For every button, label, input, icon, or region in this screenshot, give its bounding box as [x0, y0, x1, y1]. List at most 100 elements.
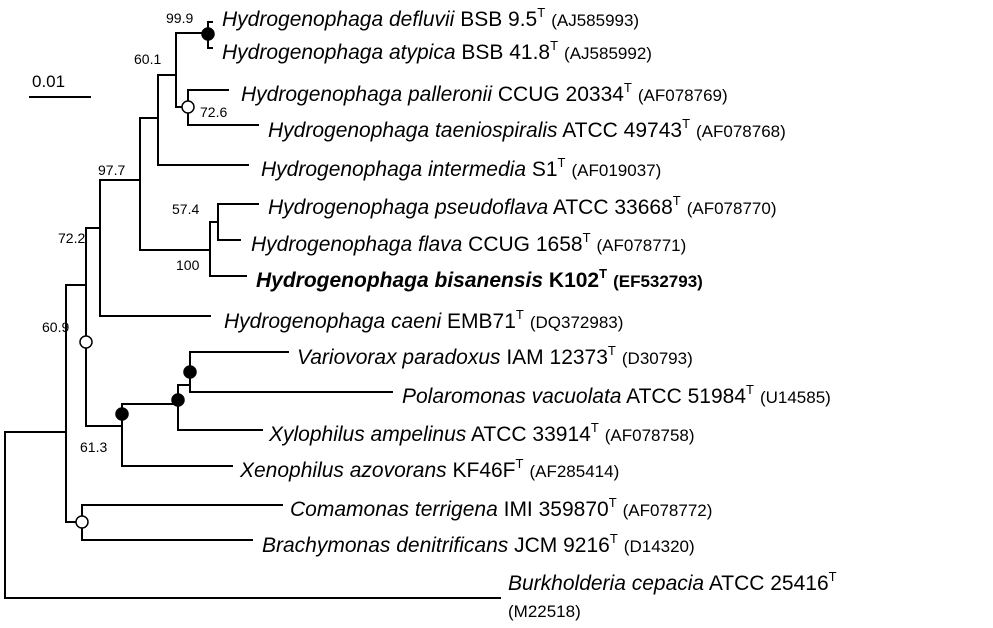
taxon-accession: (AF078770) — [686, 199, 777, 218]
taxon-species: Xenophilus azovorans — [240, 459, 447, 482]
type-strain-mark: T — [537, 5, 546, 20]
bootstrap-value: 60.1 — [134, 51, 162, 67]
taxon-accession: (AJ585992) — [564, 44, 652, 63]
taxon-label-highlighted: Hydrogenophaga bisanensis K102T (EF532793… — [256, 267, 703, 291]
taxon-strain: EMB71 — [447, 310, 516, 333]
node-filled-marker — [201, 27, 215, 41]
type-strain-mark: T — [623, 80, 632, 95]
taxon-species: Xylophilus ampelinus — [269, 423, 467, 446]
taxon-strain: ATCC 33668 — [552, 196, 673, 219]
node-open-marker — [75, 515, 89, 529]
taxon-accession: (AF078769) — [637, 86, 728, 105]
taxon-strain: CCUG 1658 — [468, 233, 583, 256]
taxon-species: Variovorax paradoxus — [297, 346, 501, 369]
type-strain-mark: T — [608, 495, 617, 510]
taxon-label: Xenophilus azovorans KF46FT (AF285414) — [240, 457, 619, 481]
taxon-species: Hydrogenophaga taeniospiralis — [268, 119, 558, 142]
taxon-strain: BSB 41.8 — [461, 41, 551, 64]
taxon-accession: (AF078772) — [622, 501, 713, 520]
taxon-accession: (D14320) — [623, 537, 695, 556]
taxon-species: Hydrogenophaga bisanensis — [256, 269, 544, 292]
node-filled-marker — [115, 407, 129, 421]
type-strain-mark: T — [515, 456, 524, 471]
taxon-accession: (U14585) — [759, 388, 831, 407]
taxon-strain: S1 — [531, 158, 558, 181]
bootstrap-value: 72.2 — [58, 230, 86, 246]
type-strain-mark: T — [590, 420, 599, 435]
bootstrap-value: 99.9 — [166, 10, 194, 26]
taxon-accession: (AF285414) — [529, 462, 620, 481]
taxon-strain: ATCC 25416 — [708, 572, 829, 595]
node-markers — [75, 27, 215, 529]
taxon-species: Hydrogenophaga caeni — [224, 310, 442, 333]
taxon-species: Hydrogenophaga atypica — [222, 41, 456, 64]
taxon-species: Hydrogenophaga flava — [251, 233, 463, 256]
taxon-label: Hydrogenophaga atypica BSB 41.8T (AJ58599… — [222, 39, 652, 63]
taxon-strain: JCM 9216 — [514, 534, 610, 557]
taxon-strain: K102 — [548, 269, 600, 292]
taxon-species: Hydrogenophaga intermedia — [261, 158, 527, 181]
type-strain-mark: T — [550, 38, 559, 53]
taxon-species: Hydrogenophaga defluvii — [222, 8, 455, 31]
type-strain-mark: T — [515, 307, 524, 322]
taxon-strain: IMI 359870 — [503, 498, 609, 521]
node-filled-marker — [171, 393, 185, 407]
taxon-strain: BSB 9.5 — [460, 8, 538, 31]
taxon-label: Hydrogenophaga flava CCUG 1658T (AF078771… — [251, 231, 686, 255]
taxon-accession: (DQ372983) — [529, 313, 624, 332]
taxon-strain: CCUG 20334 — [497, 83, 624, 106]
taxon-species: Polaromonas vacuolata — [402, 385, 622, 408]
taxon-accession: (EF532793) — [613, 272, 703, 291]
type-strain-mark: T — [607, 343, 616, 358]
type-strain-mark: T — [599, 266, 608, 281]
bootstrap-value: 57.4 — [172, 201, 200, 217]
taxon-strain: IAM 12373 — [506, 346, 608, 369]
bootstrap-value: 60.9 — [42, 319, 70, 335]
taxon-label: Hydrogenophaga taeniospiralis ATCC 49743… — [268, 117, 786, 141]
bootstrap-value: 100 — [176, 257, 200, 273]
taxon-strain: ATCC 51984 — [626, 385, 746, 408]
taxon-label: Hydrogenophaga palleronii CCUG 20334T (AF… — [241, 81, 728, 105]
taxon-strain: ATCC 33914 — [470, 423, 591, 446]
taxon-species: Hydrogenophaga palleronii — [241, 83, 493, 106]
taxon-label: Xylophilus ampelinus ATCC 33914T (AF07875… — [269, 421, 695, 445]
taxon-species: Hydrogenophaga pseudoflava — [268, 196, 549, 219]
taxon-strain: ATCC 49743 — [562, 119, 683, 142]
tree-branches — [4, 21, 501, 599]
taxon-label: Variovorax paradoxus IAM 12373T (D30793) — [297, 344, 693, 368]
type-strain-mark: T — [582, 230, 591, 245]
bootstrap-value: 97.7 — [98, 162, 126, 178]
node-open-marker — [79, 335, 93, 349]
taxon-label: Hydrogenophaga caeni EMB71T (DQ372983) — [224, 308, 623, 332]
type-strain-mark: T — [746, 382, 754, 397]
taxon-accession: (D30793) — [621, 349, 693, 368]
bootstrap-value: 61.3 — [80, 439, 108, 455]
taxon-species: Brachymonas denitrificans — [262, 534, 509, 557]
taxon-species: Burkholderia cepacia — [508, 572, 705, 595]
taxon-label: Hydrogenophaga intermedia S1T (AF019037) — [261, 156, 661, 180]
taxon-species: Comamonas terrigena — [290, 498, 498, 521]
type-strain-mark: T — [828, 569, 837, 584]
taxon-accession: (AF019037) — [571, 161, 662, 180]
taxon-label: Polaromonas vacuolata ATCC 51984T (U14585… — [402, 383, 831, 407]
taxon-label: Hydrogenophaga defluvii BSB 9.5T (AJ58599… — [222, 6, 639, 30]
taxon-accession: (AJ585993) — [551, 11, 640, 30]
type-strain-mark: T — [557, 155, 566, 170]
taxon-label: Hydrogenophaga pseudoflava ATCC 33668T (A… — [268, 194, 776, 218]
node-filled-marker — [183, 365, 197, 379]
type-strain-mark: T — [682, 116, 691, 131]
taxon-strain: KF46F — [452, 459, 516, 482]
taxon-label: Burkholderia cepacia ATCC 25416T — [508, 570, 837, 594]
taxon-accession: (M22518) — [508, 602, 581, 621]
type-strain-mark: T — [672, 193, 681, 208]
bootstrap-value: 72.6 — [200, 104, 228, 120]
taxon-label: Brachymonas denitrificans JCM 9216T (D143… — [262, 532, 695, 556]
scale-bar-label: 0.01 — [32, 72, 66, 91]
taxon-accession: (AF078768) — [696, 122, 786, 141]
taxon-accession: (AF078771) — [596, 236, 687, 255]
type-strain-mark: T — [609, 531, 618, 546]
taxon-label: Comamonas terrigena IMI 359870T (AF078772… — [290, 496, 712, 520]
node-open-marker — [181, 100, 195, 114]
taxon-accession: (AF078758) — [604, 426, 695, 445]
